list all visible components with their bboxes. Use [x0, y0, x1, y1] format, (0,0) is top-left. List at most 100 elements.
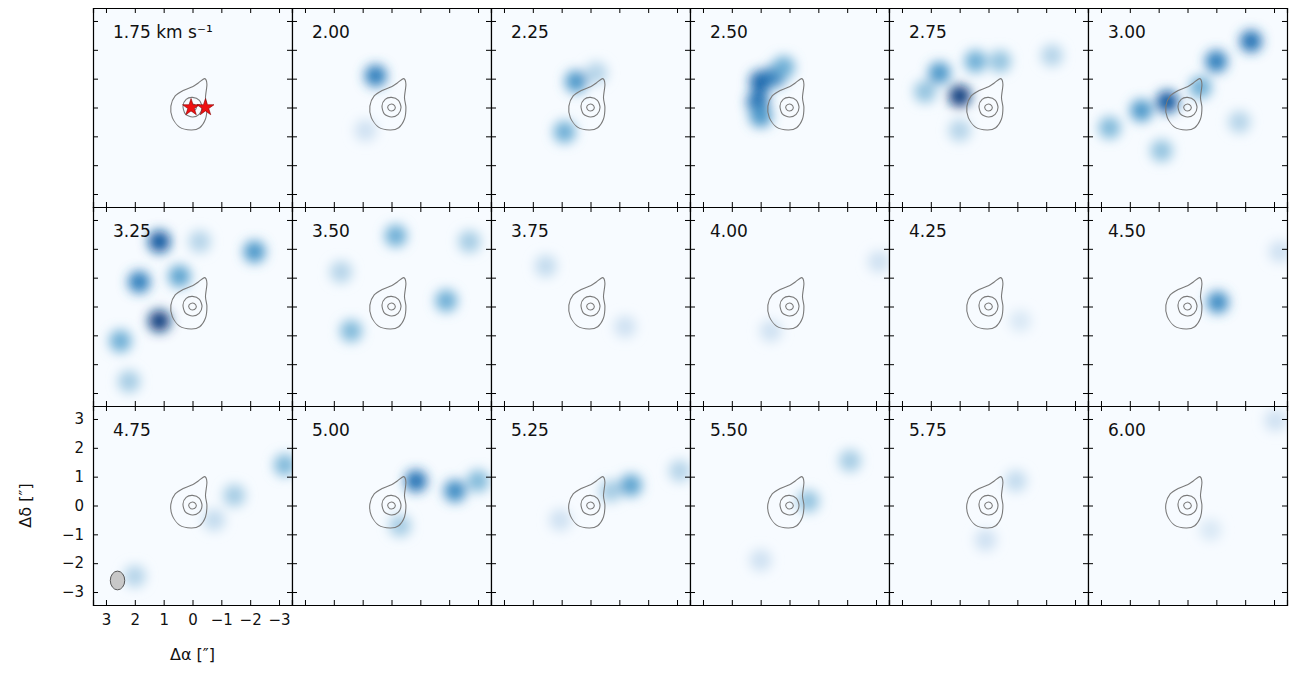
- tick: [677, 202, 678, 207]
- axis-line: [890, 401, 1089, 407]
- tick: [889, 278, 894, 279]
- tick-mark: [1159, 8, 1160, 13]
- tick: [1282, 79, 1287, 80]
- tick-mark: [292, 419, 297, 420]
- tick-mark: [491, 50, 496, 51]
- tick-mark: [491, 194, 496, 195]
- emission-blob: [109, 330, 131, 352]
- x-axis-top: [691, 406, 890, 411]
- panel: 5.00: [292, 406, 492, 606]
- tick: [1046, 8, 1047, 13]
- tick-mark: [1130, 202, 1131, 207]
- tick-mark: [902, 202, 903, 207]
- tick: [250, 207, 251, 212]
- tick: [292, 335, 297, 336]
- axis-line: [1089, 208, 1288, 213]
- tick: [960, 202, 961, 207]
- emission: [554, 62, 608, 143]
- tick-mark: [1088, 393, 1093, 394]
- tick-mark: [790, 600, 791, 605]
- panel: 3.50: [292, 207, 492, 407]
- tick-mark: [1088, 136, 1093, 137]
- tick-mark: [504, 401, 505, 406]
- tick: [685, 335, 690, 336]
- axis-line: [94, 202, 293, 208]
- tick: [1282, 335, 1287, 336]
- tick: [1088, 278, 1093, 279]
- x-axis-top: [691, 207, 890, 212]
- tick: [1282, 307, 1287, 308]
- tick: [491, 108, 496, 109]
- tick: [449, 8, 450, 13]
- tick-mark: [591, 8, 592, 13]
- tick: [889, 165, 894, 166]
- tick: [1088, 194, 1093, 195]
- tick: [818, 202, 819, 207]
- tick-mark: [1075, 600, 1076, 605]
- contour: [768, 477, 804, 528]
- tick: [420, 207, 421, 212]
- tick: [250, 8, 251, 13]
- tick-mark: [1245, 406, 1246, 411]
- tick-mark: [960, 406, 961, 411]
- tick-mark: [1101, 207, 1102, 212]
- y-axis-left: [1088, 407, 1093, 606]
- tick: [491, 335, 496, 336]
- tick-mark: [1282, 335, 1287, 336]
- tick: [690, 364, 695, 365]
- tick-mark: [1130, 406, 1131, 411]
- tick-mark: [884, 79, 889, 80]
- y-axis-left: [292, 9, 297, 208]
- tick-mark: [106, 406, 107, 411]
- tick-mark: [703, 8, 704, 13]
- tick: [931, 207, 932, 212]
- tick-mark: [164, 202, 165, 207]
- tick: [1088, 249, 1093, 250]
- tick-mark: [392, 207, 393, 212]
- tick-mark: [1282, 165, 1287, 166]
- panel-background: [690, 207, 889, 406]
- tick-mark: [504, 8, 505, 13]
- tick: [1282, 506, 1287, 507]
- tick-mark: [193, 202, 194, 207]
- tick-mark: [93, 220, 98, 221]
- tick-mark: [491, 136, 496, 137]
- tick-mark: [732, 202, 733, 207]
- tick: [690, 165, 695, 166]
- tick-mark: [1188, 401, 1189, 406]
- tick: [1159, 207, 1160, 212]
- tick-mark: [1088, 335, 1093, 336]
- tick-mark: [902, 406, 903, 411]
- tick-mark: [884, 534, 889, 535]
- tick-mark: [1101, 600, 1102, 605]
- axis-line: [691, 208, 890, 213]
- panel-background: [491, 406, 690, 605]
- tick-mark: [648, 207, 649, 212]
- tick: [648, 406, 649, 411]
- tick: [292, 21, 297, 22]
- contour: [985, 303, 992, 310]
- tick: [889, 592, 894, 593]
- tick-mark: [889, 194, 894, 195]
- tick-mark: [884, 108, 889, 109]
- axis-line: [486, 208, 492, 407]
- tick: [1083, 419, 1088, 420]
- tick: [761, 406, 762, 411]
- tick: [486, 534, 491, 535]
- panel-label: 5.25: [511, 420, 549, 440]
- tick-mark: [93, 79, 98, 80]
- tick: −3: [62, 583, 98, 601]
- tick-mark: [287, 278, 292, 279]
- tick-mark: [305, 600, 306, 605]
- y-axis-right: [685, 407, 691, 606]
- tick: [193, 401, 194, 406]
- contour: [183, 296, 202, 316]
- tick-mark: [292, 108, 297, 109]
- tick-mark: [292, 335, 297, 336]
- emission-blob: [124, 565, 146, 587]
- tick-mark: [619, 202, 620, 207]
- tick: [889, 364, 894, 365]
- tick-mark: [1088, 477, 1093, 478]
- tick: [1282, 220, 1287, 221]
- contour: [1184, 104, 1191, 111]
